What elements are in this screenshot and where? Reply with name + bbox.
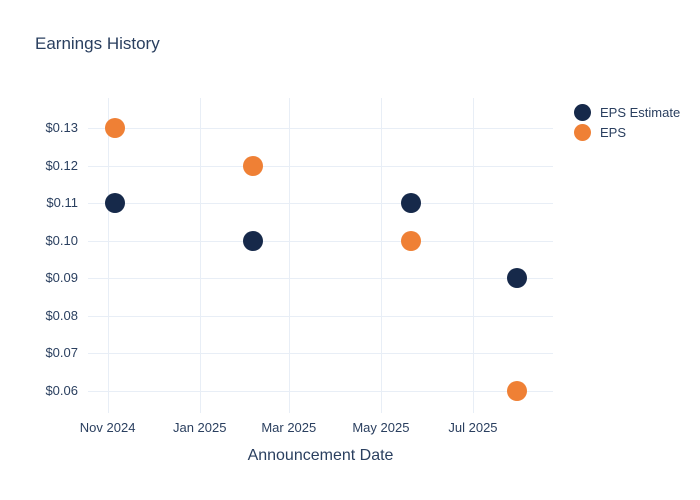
legend-label: EPS Estimate bbox=[600, 105, 681, 120]
data-point-eps-estimate[interactable] bbox=[242, 230, 263, 251]
gridline-vertical bbox=[288, 98, 290, 413]
y-tick-label: $0.11 bbox=[46, 195, 78, 210]
y-tick-label: $0.13 bbox=[45, 120, 78, 135]
x-tick-label: Nov 2024 bbox=[79, 420, 136, 435]
y-tick-label: $0.12 bbox=[45, 157, 78, 173]
gridline-vertical bbox=[199, 98, 201, 413]
data-point-eps[interactable] bbox=[401, 230, 422, 251]
data-point-eps-estimate[interactable] bbox=[105, 193, 126, 213]
gridline-vertical bbox=[472, 98, 474, 413]
gridline-horizontal bbox=[88, 240, 553, 242]
legend-item-eps-estimate[interactable]: EPS Estimate bbox=[574, 104, 680, 121]
data-point-eps[interactable] bbox=[506, 380, 527, 401]
gridline-horizontal bbox=[88, 278, 553, 279]
y-tick-label: $0.10 bbox=[45, 232, 78, 248]
data-point-eps-estimate[interactable] bbox=[401, 193, 422, 213]
legend: EPS Estimate EPS bbox=[574, 104, 680, 144]
gridline-horizontal bbox=[88, 203, 553, 204]
x-tick-label: May 2025 bbox=[352, 420, 410, 435]
data-point-eps[interactable] bbox=[242, 155, 263, 176]
gridline-horizontal bbox=[88, 315, 553, 317]
x-axis-title: Announcement Date bbox=[247, 447, 394, 464]
y-tick-label: $0.08 bbox=[45, 307, 78, 323]
x-tick-label: Jul 2025 bbox=[448, 420, 498, 435]
gridline-horizontal bbox=[88, 390, 553, 392]
legend-label: EPS bbox=[600, 125, 627, 140]
gridline-horizontal bbox=[88, 165, 553, 167]
y-tick-label: $0.07 bbox=[45, 345, 78, 360]
legend-item-eps[interactable]: EPS bbox=[574, 124, 680, 141]
x-tick-label: Mar 2025 bbox=[261, 420, 317, 435]
plot-area bbox=[88, 98, 553, 413]
gridline-vertical bbox=[380, 98, 382, 413]
gridline-horizontal bbox=[88, 353, 553, 354]
gridline-horizontal bbox=[88, 128, 553, 129]
data-point-eps[interactable] bbox=[105, 118, 126, 138]
y-tick-label: $0.09 bbox=[45, 270, 78, 285]
legend-marker-eps-estimate-icon bbox=[574, 104, 591, 121]
data-point-eps-estimate[interactable] bbox=[506, 268, 527, 288]
y-tick-label: $0.06 bbox=[45, 382, 78, 398]
legend-marker-eps-icon bbox=[574, 124, 591, 141]
chart-title: Earnings History bbox=[35, 34, 160, 53]
x-tick-label: Jan 2025 bbox=[172, 420, 227, 435]
gridline-vertical bbox=[107, 98, 109, 413]
